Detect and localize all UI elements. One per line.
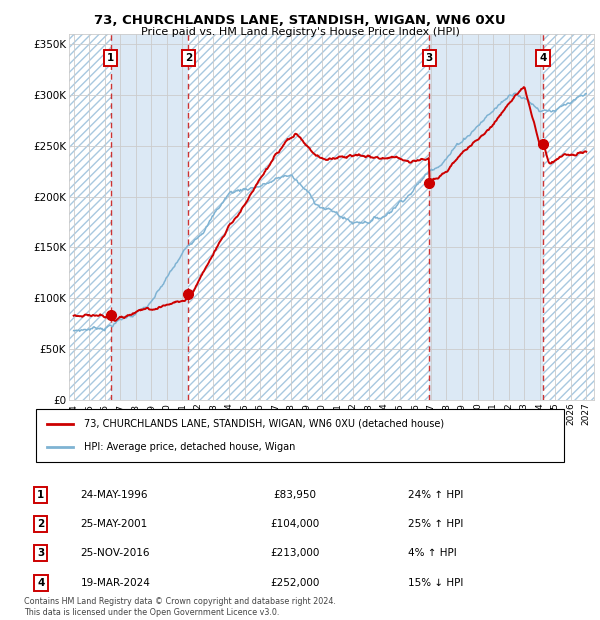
Text: Contains HM Land Registry data © Crown copyright and database right 2024.
This d: Contains HM Land Registry data © Crown c…	[24, 598, 336, 617]
Text: 3: 3	[37, 549, 44, 559]
Bar	[543, 34, 594, 400]
Text: £213,000: £213,000	[270, 549, 319, 559]
Text: 3: 3	[426, 53, 433, 63]
Text: 25-MAY-2001: 25-MAY-2001	[80, 519, 148, 529]
Text: HPI: Average price, detached house, Wigan: HPI: Average price, detached house, Wiga…	[83, 442, 295, 452]
Text: 2: 2	[185, 53, 192, 63]
Text: £83,950: £83,950	[273, 490, 316, 500]
Text: 24-MAY-1996: 24-MAY-1996	[80, 490, 148, 500]
Text: £252,000: £252,000	[270, 578, 319, 588]
Text: 4: 4	[539, 53, 547, 63]
Bar	[69, 34, 111, 400]
Text: 4% ↑ HPI: 4% ↑ HPI	[407, 549, 456, 559]
Text: 25-NOV-2016: 25-NOV-2016	[80, 549, 150, 559]
Text: £104,000: £104,000	[270, 519, 319, 529]
Text: 73, CHURCHLANDS LANE, STANDISH, WIGAN, WN6 0XU: 73, CHURCHLANDS LANE, STANDISH, WIGAN, W…	[94, 14, 506, 27]
Text: 1: 1	[107, 53, 115, 63]
FancyBboxPatch shape	[36, 409, 564, 462]
Text: 1: 1	[37, 490, 44, 500]
Text: 25% ↑ HPI: 25% ↑ HPI	[407, 519, 463, 529]
Bar	[188, 34, 430, 400]
Text: Price paid vs. HM Land Registry's House Price Index (HPI): Price paid vs. HM Land Registry's House …	[140, 27, 460, 37]
Text: 15% ↓ HPI: 15% ↓ HPI	[407, 578, 463, 588]
Text: 73, CHURCHLANDS LANE, STANDISH, WIGAN, WN6 0XU (detached house): 73, CHURCHLANDS LANE, STANDISH, WIGAN, W…	[83, 419, 443, 429]
Text: 2: 2	[37, 519, 44, 529]
Text: 4: 4	[37, 578, 44, 588]
Text: 19-MAR-2024: 19-MAR-2024	[80, 578, 150, 588]
Text: 24% ↑ HPI: 24% ↑ HPI	[407, 490, 463, 500]
